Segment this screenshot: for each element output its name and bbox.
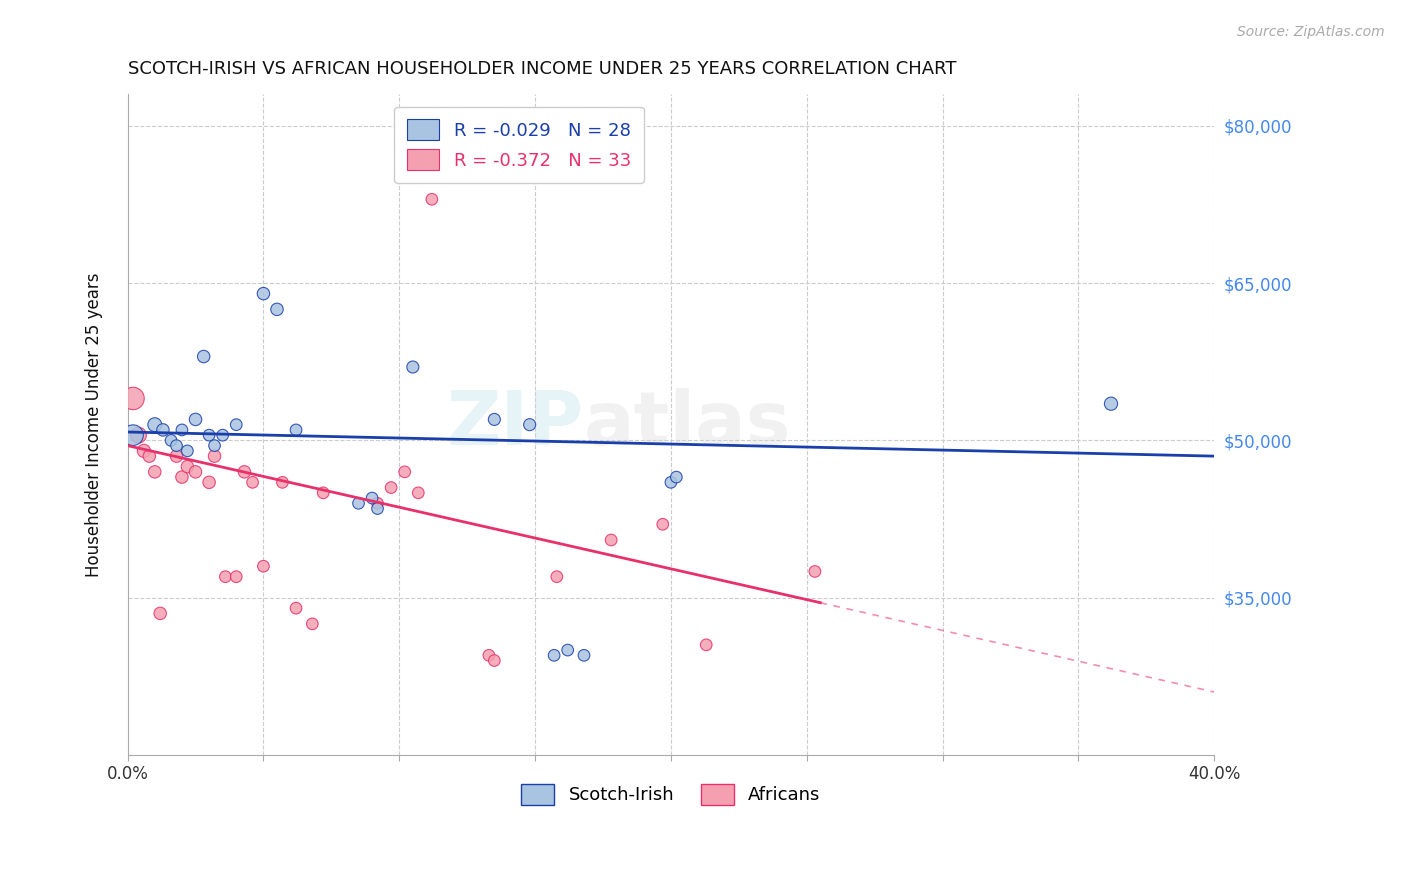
Point xyxy=(170,470,193,484)
Point xyxy=(143,465,166,479)
Point xyxy=(301,616,323,631)
Point xyxy=(193,350,215,364)
Point xyxy=(557,643,579,657)
Point xyxy=(184,412,207,426)
Point xyxy=(478,648,501,663)
Point xyxy=(214,570,236,584)
Point xyxy=(572,648,595,663)
Point xyxy=(420,192,443,206)
Legend: Scotch-Irish, Africans: Scotch-Irish, Africans xyxy=(515,777,828,812)
Point xyxy=(149,607,172,621)
Point xyxy=(546,570,568,584)
Point xyxy=(347,496,370,510)
Point xyxy=(166,439,188,453)
Point xyxy=(122,392,145,406)
Point xyxy=(367,501,389,516)
Point xyxy=(285,423,308,437)
Point xyxy=(198,475,221,490)
Point xyxy=(184,465,207,479)
Point xyxy=(132,443,155,458)
Point xyxy=(271,475,294,490)
Point xyxy=(225,570,247,584)
Point xyxy=(198,428,221,442)
Point xyxy=(543,648,565,663)
Point xyxy=(143,417,166,432)
Point xyxy=(176,443,198,458)
Point xyxy=(361,491,384,505)
Point xyxy=(160,434,183,448)
Point xyxy=(211,428,233,442)
Text: Source: ZipAtlas.com: Source: ZipAtlas.com xyxy=(1237,25,1385,39)
Point xyxy=(225,417,247,432)
Point xyxy=(1099,397,1122,411)
Y-axis label: Householder Income Under 25 years: Householder Income Under 25 years xyxy=(86,272,103,577)
Point xyxy=(204,439,226,453)
Point xyxy=(166,449,188,463)
Point xyxy=(600,533,623,547)
Point xyxy=(233,465,256,479)
Point xyxy=(402,359,425,374)
Point xyxy=(380,481,402,495)
Point xyxy=(659,475,682,490)
Point xyxy=(170,423,193,437)
Point xyxy=(122,428,145,442)
Point xyxy=(484,412,506,426)
Point xyxy=(484,654,506,668)
Point xyxy=(312,485,335,500)
Point xyxy=(138,449,160,463)
Point xyxy=(285,601,308,615)
Point xyxy=(152,423,174,437)
Point xyxy=(406,485,429,500)
Point xyxy=(176,459,198,474)
Text: atlas: atlas xyxy=(583,388,792,461)
Point xyxy=(651,517,673,532)
Text: SCOTCH-IRISH VS AFRICAN HOUSEHOLDER INCOME UNDER 25 YEARS CORRELATION CHART: SCOTCH-IRISH VS AFRICAN HOUSEHOLDER INCO… xyxy=(128,60,956,78)
Point xyxy=(127,428,149,442)
Point xyxy=(519,417,541,432)
Point xyxy=(204,449,226,463)
Point xyxy=(242,475,264,490)
Point xyxy=(252,286,274,301)
Text: ZIP: ZIP xyxy=(447,388,583,461)
Point xyxy=(266,302,288,317)
Point xyxy=(695,638,717,652)
Point xyxy=(665,470,688,484)
Point xyxy=(394,465,416,479)
Point xyxy=(367,496,389,510)
Point xyxy=(252,559,274,574)
Point xyxy=(804,565,827,579)
